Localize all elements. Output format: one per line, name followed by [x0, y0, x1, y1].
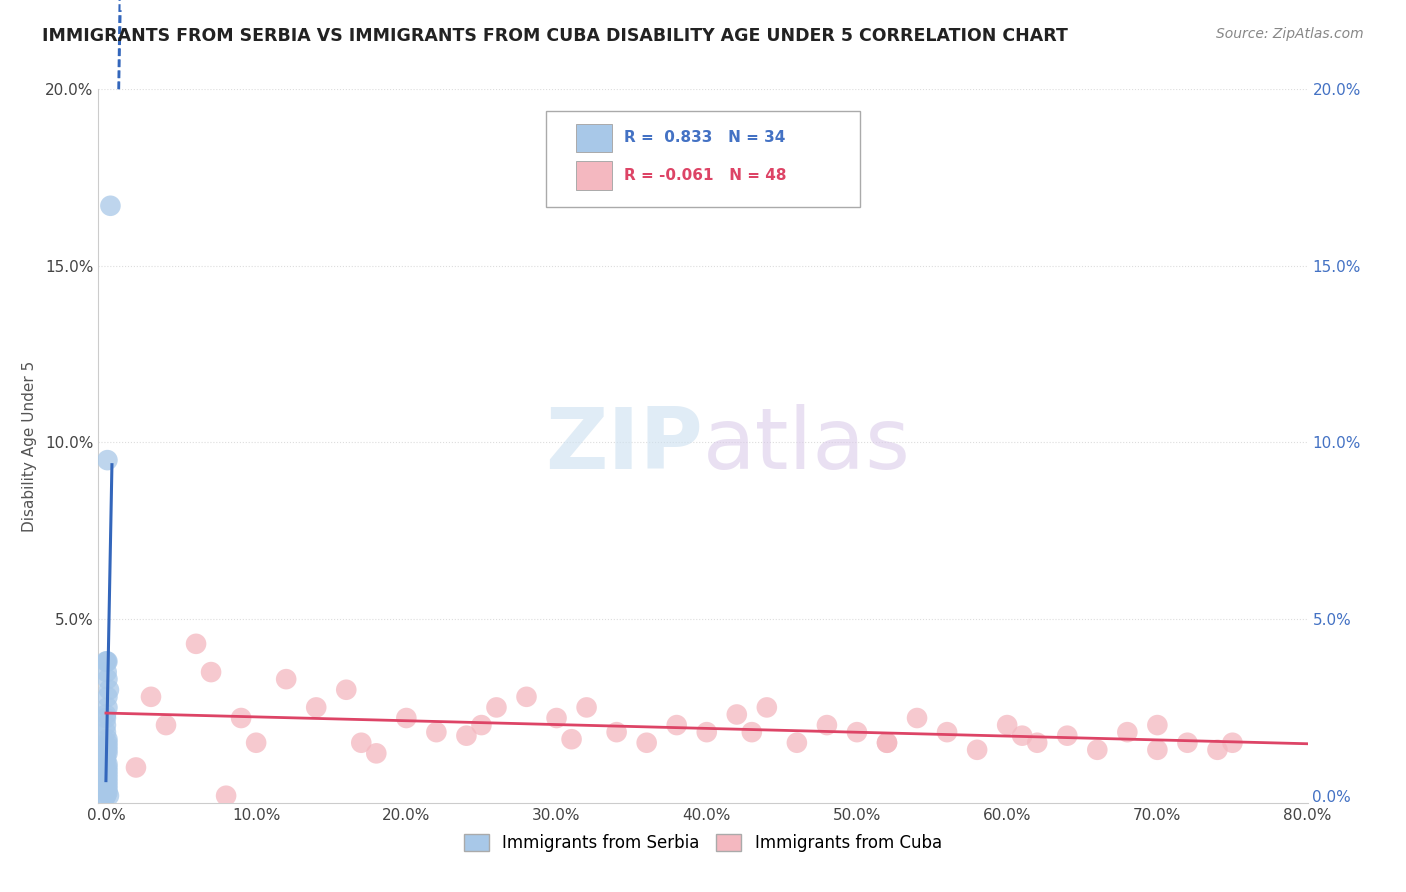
Point	[876, 736, 898, 750]
Point	[741, 725, 763, 739]
Point	[97, 789, 120, 803]
Point	[215, 789, 238, 803]
Point	[755, 700, 778, 714]
Point	[229, 711, 252, 725]
Point	[546, 711, 568, 725]
Point	[94, 778, 117, 792]
Point	[96, 732, 118, 747]
FancyBboxPatch shape	[546, 111, 860, 207]
Point	[1026, 736, 1049, 750]
Text: R =  0.833   N = 34: R = 0.833 N = 34	[624, 130, 786, 145]
Point	[96, 760, 118, 774]
Text: Source: ZipAtlas.com: Source: ZipAtlas.com	[1216, 27, 1364, 41]
Point	[665, 718, 688, 732]
Point	[1011, 729, 1033, 743]
Point	[125, 760, 148, 774]
Point	[96, 785, 118, 799]
Point	[97, 682, 120, 697]
Point	[335, 682, 357, 697]
Point	[470, 718, 492, 732]
Point	[96, 690, 118, 704]
Point	[1085, 743, 1108, 757]
Point	[96, 774, 118, 789]
Point	[184, 637, 207, 651]
Bar	[576, 161, 613, 190]
Point	[94, 750, 117, 764]
Point	[94, 725, 117, 739]
Point	[96, 655, 118, 669]
Point	[696, 725, 718, 739]
Point	[96, 747, 118, 761]
Point	[815, 718, 838, 732]
Point	[245, 736, 267, 750]
Text: IMMIGRANTS FROM SERBIA VS IMMIGRANTS FROM CUBA DISABILITY AGE UNDER 5 CORRELATIO: IMMIGRANTS FROM SERBIA VS IMMIGRANTS FRO…	[42, 27, 1069, 45]
Point	[636, 736, 658, 750]
Point	[100, 199, 122, 213]
Point	[96, 781, 118, 796]
Point	[94, 655, 117, 669]
Point	[876, 736, 898, 750]
Point	[155, 718, 177, 732]
Point	[94, 789, 117, 803]
Point	[94, 718, 117, 732]
Point	[96, 778, 118, 792]
Point	[366, 747, 388, 761]
Point	[96, 672, 118, 686]
Text: R = -0.061   N = 48: R = -0.061 N = 48	[624, 169, 787, 183]
Point	[1146, 718, 1168, 732]
Y-axis label: Disability Age Under 5: Disability Age Under 5	[22, 360, 37, 532]
Point	[94, 753, 117, 767]
Point	[96, 743, 118, 757]
Point	[1222, 736, 1244, 750]
Point	[1206, 743, 1229, 757]
Point	[966, 743, 988, 757]
Point	[936, 725, 959, 739]
Point	[96, 771, 118, 785]
Point	[276, 672, 298, 686]
Point	[515, 690, 537, 704]
Point	[575, 700, 598, 714]
Point	[96, 665, 118, 679]
Point	[846, 725, 869, 739]
Point	[1116, 725, 1139, 739]
Bar	[576, 124, 613, 153]
Point	[305, 700, 328, 714]
Point	[94, 711, 117, 725]
Point	[96, 700, 118, 714]
Point	[139, 690, 162, 704]
Point	[561, 732, 583, 747]
Legend: Immigrants from Serbia, Immigrants from Cuba: Immigrants from Serbia, Immigrants from …	[457, 827, 949, 859]
Point	[395, 711, 418, 725]
Point	[96, 453, 118, 467]
Text: atlas: atlas	[703, 404, 911, 488]
Point	[1177, 736, 1199, 750]
Text: ZIP: ZIP	[546, 404, 703, 488]
Point	[786, 736, 808, 750]
Point	[995, 718, 1018, 732]
Point	[350, 736, 373, 750]
Point	[485, 700, 508, 714]
Point	[200, 665, 222, 679]
Point	[606, 725, 628, 739]
Point	[96, 739, 118, 754]
Point	[96, 655, 118, 669]
Point	[94, 707, 117, 722]
Point	[425, 725, 447, 739]
Point	[1056, 729, 1078, 743]
Point	[1146, 743, 1168, 757]
Point	[94, 789, 117, 803]
Point	[456, 729, 478, 743]
Point	[905, 711, 928, 725]
Point	[96, 767, 118, 781]
Point	[725, 707, 748, 722]
Point	[96, 764, 118, 778]
Point	[96, 736, 118, 750]
Point	[96, 756, 118, 771]
